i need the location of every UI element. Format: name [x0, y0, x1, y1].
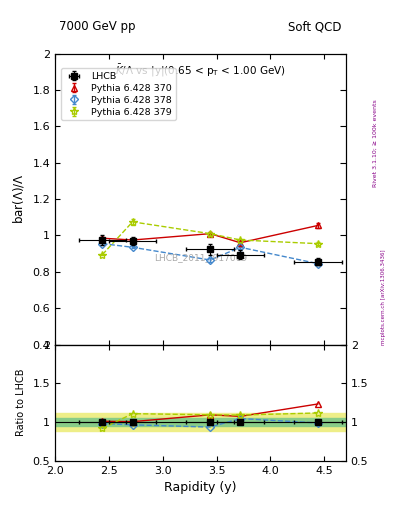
Text: $\bar{K}/\Lambda$ vs |y|(0.65 < p$_\mathrm{T}$ < 1.00 GeV): $\bar{K}/\Lambda$ vs |y|(0.65 < p$_\math… — [115, 62, 286, 79]
Text: mcplots.cern.ch [arXiv:1306.3436]: mcplots.cern.ch [arXiv:1306.3436] — [381, 249, 386, 345]
Bar — [55, 413, 346, 431]
Legend: LHCB, Pythia 6.428 370, Pythia 6.428 378, Pythia 6.428 379: LHCB, Pythia 6.428 370, Pythia 6.428 378… — [61, 68, 176, 120]
Text: Soft QCD: Soft QCD — [288, 20, 342, 33]
X-axis label: Rapidity (y): Rapidity (y) — [164, 481, 237, 494]
Text: 7000 GeV pp: 7000 GeV pp — [59, 20, 136, 33]
Text: LHCB_2011_I917009: LHCB_2011_I917009 — [154, 253, 247, 262]
Y-axis label: bar($\Lambda$)/$\Lambda$: bar($\Lambda$)/$\Lambda$ — [11, 174, 26, 224]
Y-axis label: Ratio to LHCB: Ratio to LHCB — [16, 369, 26, 436]
Bar — [55, 418, 346, 426]
Text: Rivet 3.1.10; ≥ 100k events: Rivet 3.1.10; ≥ 100k events — [373, 99, 378, 187]
